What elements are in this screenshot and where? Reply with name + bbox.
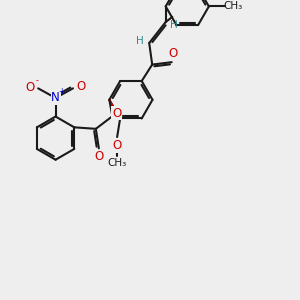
Text: O: O — [25, 81, 34, 94]
Text: CH₃: CH₃ — [224, 2, 243, 11]
Text: O: O — [76, 80, 86, 93]
Text: N: N — [51, 92, 60, 104]
Text: H: H — [136, 37, 143, 46]
Text: CH₃: CH₃ — [107, 158, 127, 168]
Text: -: - — [35, 76, 38, 85]
Text: O: O — [112, 139, 122, 152]
Text: O: O — [169, 47, 178, 60]
Text: H: H — [170, 20, 178, 30]
Text: O: O — [112, 107, 121, 120]
Text: +: + — [58, 88, 65, 97]
Text: O: O — [95, 150, 104, 163]
